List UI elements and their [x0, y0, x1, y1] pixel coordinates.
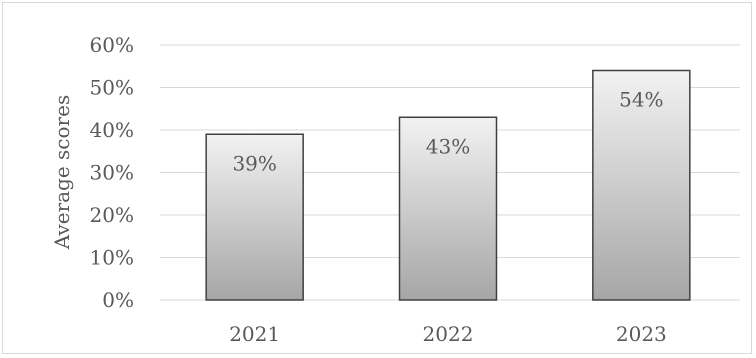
y-axis-label: Average scores: [50, 95, 74, 250]
y-tick-label: 20%: [90, 203, 134, 227]
x-axis-ticks: 2021 2022 2023: [229, 322, 667, 346]
y-tick-label: 60%: [90, 33, 134, 57]
y-tick-label: 30%: [90, 161, 134, 185]
data-labels: 39% 43% 54%: [232, 88, 663, 176]
y-tick-label: 0%: [102, 288, 134, 312]
bar-2023: [592, 69, 691, 301]
y-tick-label: 50%: [90, 76, 134, 100]
x-tick-label: 2022: [423, 322, 474, 346]
x-tick-label: 2021: [229, 322, 280, 346]
data-label-2021: 39%: [232, 151, 276, 175]
data-label-2023: 54%: [619, 88, 663, 112]
data-label-2022: 43%: [426, 134, 470, 158]
bar-2022: [398, 116, 498, 301]
y-tick-label: 40%: [90, 118, 134, 142]
x-tick-label: 2023: [616, 322, 667, 346]
y-axis-ticks: 0% 10% 20% 30% 40% 50% 60%: [90, 33, 134, 312]
bar-2021: [205, 133, 304, 301]
y-tick-label: 10%: [90, 246, 134, 270]
bars: [205, 69, 691, 301]
